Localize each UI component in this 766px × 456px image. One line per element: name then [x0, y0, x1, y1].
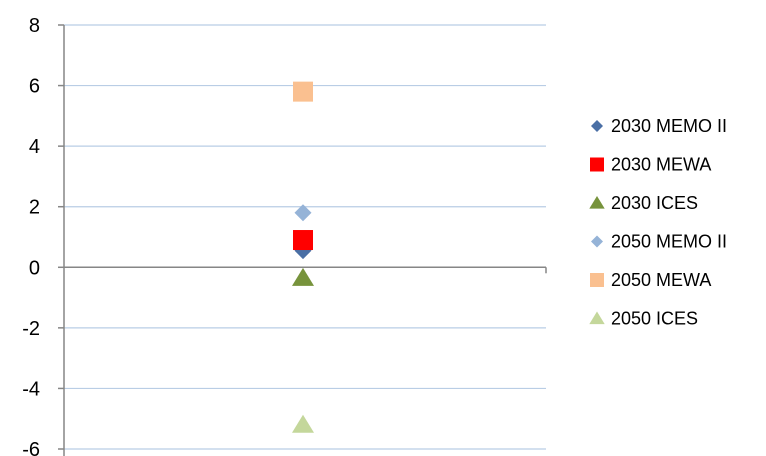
data-point	[293, 230, 313, 251]
legend-marker	[591, 120, 603, 132]
data-point	[292, 267, 314, 286]
y-tick-label: -6	[22, 439, 40, 456]
legend-label: 2030 MEWA	[611, 155, 711, 175]
legend-marker	[589, 196, 605, 209]
y-tick-labels: -6 -4 -2 0 2 4 6 8	[22, 15, 40, 456]
data-point	[292, 414, 314, 433]
legend-marker	[590, 273, 604, 287]
axes	[58, 24, 547, 456]
legend-label: 2050 MEWA	[611, 270, 711, 290]
y-tick-label: 0	[29, 257, 40, 279]
y-tick-label: -4	[22, 378, 40, 400]
legend-label: 2030 ICES	[611, 193, 698, 213]
legend-label: 2030 MEMO II	[611, 116, 727, 136]
y-tick-label: -2	[22, 318, 40, 340]
y-tick-label: 8	[29, 15, 40, 37]
legend-marker	[589, 311, 605, 325]
data-point	[294, 204, 312, 222]
legend-marker	[590, 157, 604, 172]
legend-marker	[591, 235, 603, 248]
legend-label: 2050 ICES	[611, 309, 698, 329]
y-tick-label: 4	[29, 136, 40, 158]
legend: 2030 MEMO II 2030 MEWA 2030 ICES 2050 MEMO …	[589, 116, 727, 329]
data-point	[293, 81, 313, 102]
legend-label: 2050 MEMO II	[611, 232, 727, 252]
y-tick-label: 2	[29, 197, 40, 219]
y-tick-label: 6	[29, 76, 40, 98]
data-points	[292, 81, 314, 433]
